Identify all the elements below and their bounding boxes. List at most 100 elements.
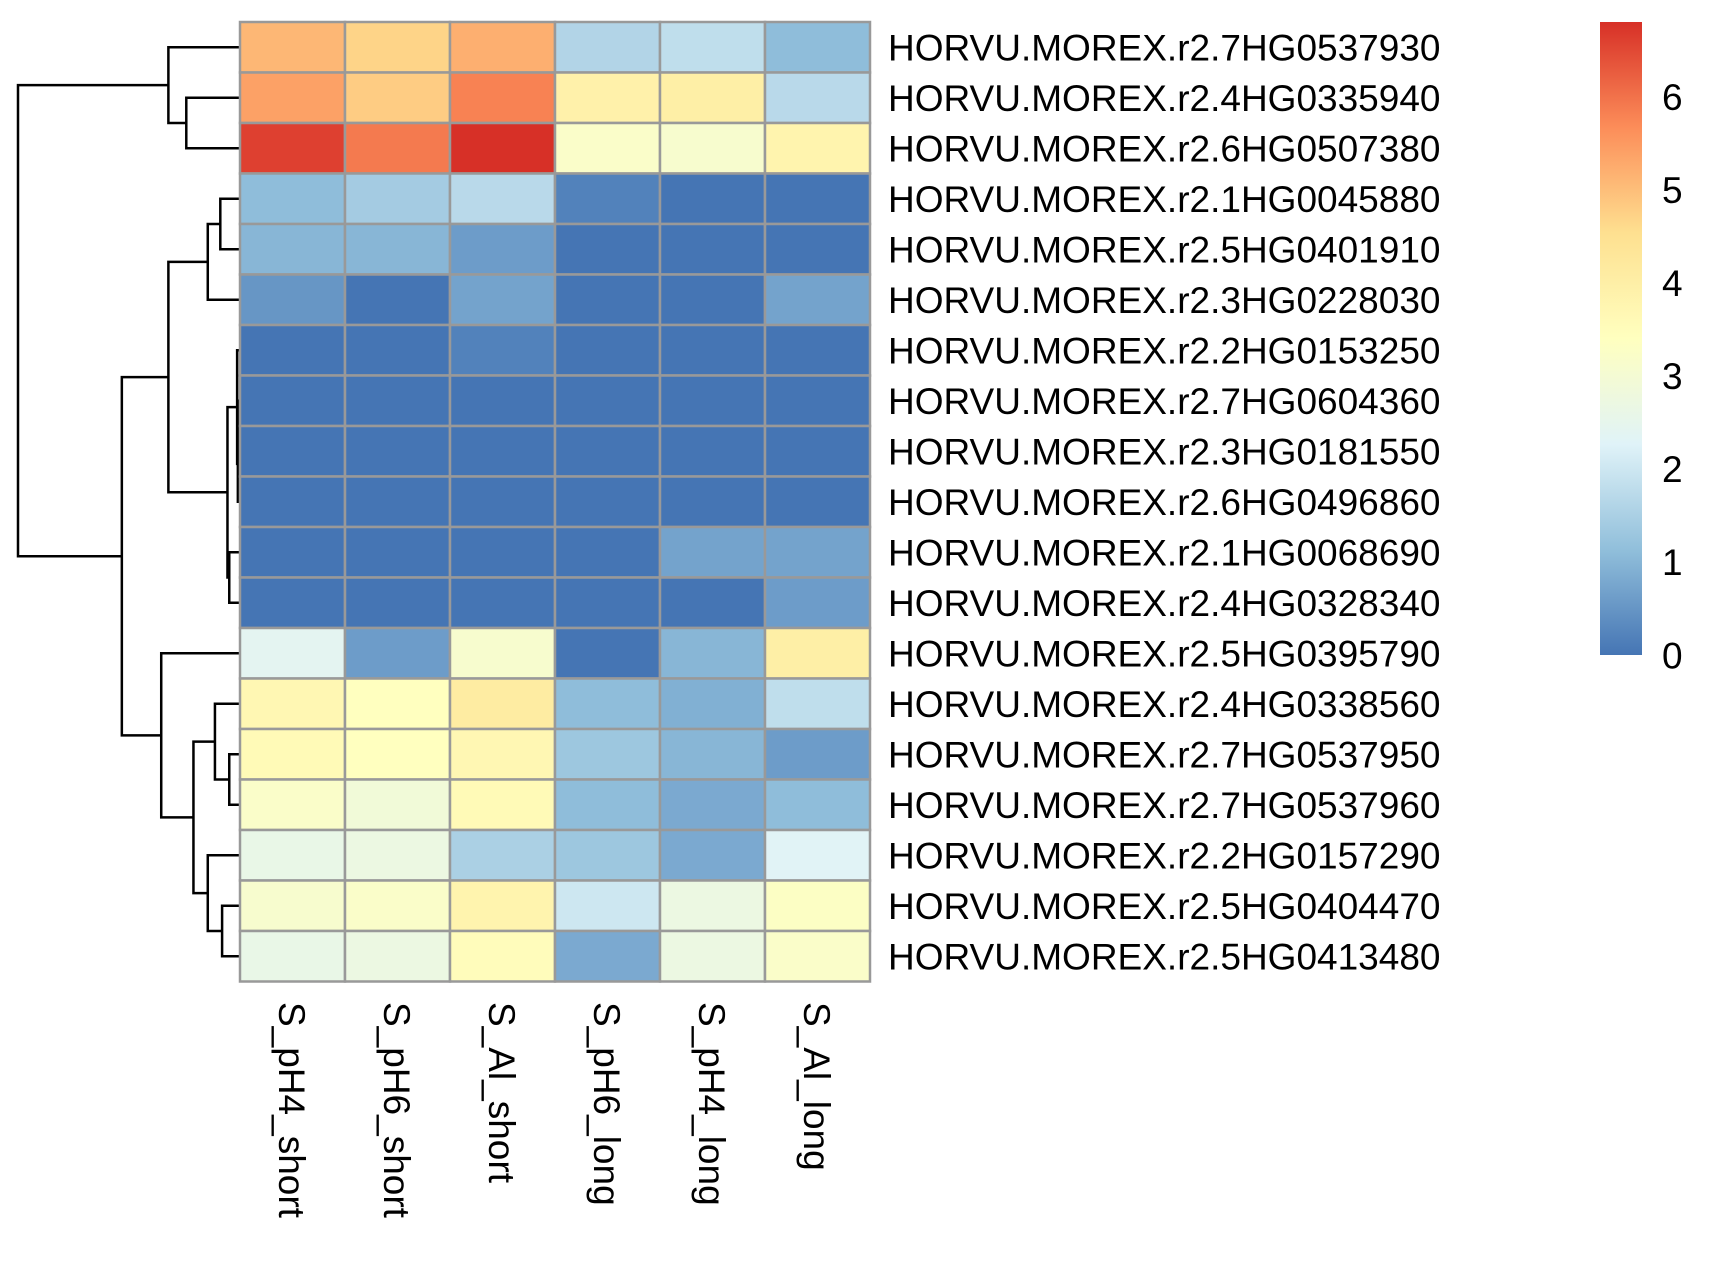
heatmap-cell bbox=[238, 273, 347, 327]
heatmap-cell bbox=[343, 121, 452, 175]
column-label: S_Al_long bbox=[796, 1002, 837, 1171]
heatmap-cell bbox=[763, 828, 872, 882]
heatmap-cell bbox=[343, 475, 452, 529]
heatmap-cell bbox=[448, 424, 557, 478]
heatmap-cell bbox=[763, 71, 872, 125]
dendrogram-branch bbox=[220, 904, 240, 958]
dendrogram-branch bbox=[16, 83, 169, 558]
heatmap-cell bbox=[238, 20, 347, 74]
heatmap-cell bbox=[448, 929, 557, 983]
heatmap-cell bbox=[448, 677, 557, 731]
heatmap-cell bbox=[658, 475, 767, 529]
heatmap-cell bbox=[763, 727, 872, 781]
heatmap-cell bbox=[658, 879, 767, 933]
row-label: HORVU.MOREX.r2.4HG0328340 bbox=[888, 583, 1441, 624]
heatmap-cell bbox=[238, 222, 347, 276]
row-labels: HORVU.MOREX.r2.7HG0537930 HORVU.MOREX.r2.… bbox=[888, 28, 1441, 978]
row-label: HORVU.MOREX.r2.6HG0496860 bbox=[888, 482, 1441, 523]
heatmap-cell bbox=[343, 828, 452, 882]
heatmap-cell bbox=[658, 828, 767, 882]
column-label: S_pH4_short bbox=[271, 1002, 312, 1219]
row-label: HORVU.MOREX.r2.5HG0413480 bbox=[888, 937, 1441, 978]
heatmap-cell bbox=[658, 374, 767, 428]
heatmap-cell bbox=[553, 525, 662, 579]
heatmap-cell bbox=[553, 424, 662, 478]
heatmap-cell bbox=[658, 525, 767, 579]
heatmap-cell bbox=[448, 374, 557, 428]
heatmap-cell bbox=[343, 626, 452, 680]
heatmap-cell bbox=[238, 475, 347, 529]
dendrogram-branch bbox=[192, 740, 215, 895]
heatmap-cell bbox=[763, 677, 872, 731]
heatmap-cell bbox=[448, 475, 557, 529]
dendrogram-branch bbox=[167, 46, 240, 125]
heatmap-cell bbox=[448, 525, 557, 579]
dendrogram-branch bbox=[213, 702, 240, 781]
row-label: HORVU.MOREX.r2.4HG0338560 bbox=[888, 684, 1441, 725]
column-labels: S_pH4_short S_pH6_short S_Al_short S_pH6_lo… bbox=[271, 1002, 837, 1219]
heatmap-cell bbox=[658, 323, 767, 377]
dendrogram-branch bbox=[185, 96, 240, 150]
heatmap-cell bbox=[763, 121, 872, 175]
dendrogram-branch bbox=[206, 222, 240, 301]
heatmap-cell bbox=[448, 273, 557, 327]
heatmap-cell bbox=[658, 121, 767, 175]
heatmap-cell bbox=[448, 20, 557, 74]
legend-tick-label: 1 bbox=[1662, 542, 1683, 583]
heatmap-cell bbox=[343, 273, 452, 327]
legend-tick-label: 3 bbox=[1662, 356, 1683, 397]
heatmap-cells bbox=[238, 20, 872, 983]
heatmap-cell bbox=[238, 121, 347, 175]
row-label: HORVU.MOREX.r2.5HG0395790 bbox=[888, 634, 1441, 675]
legend-tick-label: 5 bbox=[1662, 170, 1683, 211]
row-label: HORVU.MOREX.r2.1HG0045880 bbox=[888, 179, 1441, 220]
heatmap-cell bbox=[343, 525, 452, 579]
heatmap-cell bbox=[448, 626, 557, 680]
row-label: HORVU.MOREX.r2.1HG0068690 bbox=[888, 533, 1441, 574]
heatmap-cell bbox=[658, 576, 767, 630]
row-label: HORVU.MOREX.r2.2HG0153250 bbox=[888, 331, 1441, 372]
heatmap-cell bbox=[343, 778, 452, 832]
heatmap-cell bbox=[658, 273, 767, 327]
heatmap-cell bbox=[238, 929, 347, 983]
heatmap-cell bbox=[238, 172, 347, 226]
heatmap-cell bbox=[448, 727, 557, 781]
heatmap-cell bbox=[448, 71, 557, 125]
row-label: HORVU.MOREX.r2.3HG0228030 bbox=[888, 280, 1441, 321]
heatmap-cell bbox=[238, 778, 347, 832]
row-label: HORVU.MOREX.r2.2HG0157290 bbox=[888, 836, 1441, 877]
column-label: S_Al_short bbox=[481, 1002, 522, 1184]
heatmap-cell bbox=[553, 374, 662, 428]
heatmap-cell bbox=[343, 576, 452, 630]
heatmap-cell bbox=[658, 626, 767, 680]
heatmap-cell bbox=[238, 71, 347, 125]
heatmap-cell bbox=[238, 879, 347, 933]
heatmap-cell bbox=[763, 778, 872, 832]
heatmap-cell bbox=[238, 323, 347, 377]
heatmap-cell bbox=[238, 828, 347, 882]
dendrogram-branch bbox=[228, 551, 240, 604]
row-label: HORVU.MOREX.r2.7HG0537950 bbox=[888, 735, 1441, 776]
row-label: HORVU.MOREX.r2.7HG0537960 bbox=[888, 785, 1441, 826]
dendrogram-branch bbox=[219, 197, 240, 251]
heatmap-cell bbox=[553, 121, 662, 175]
heatmap-cell bbox=[553, 828, 662, 882]
row-label: HORVU.MOREX.r2.6HG0507380 bbox=[888, 129, 1441, 170]
heatmap-cell bbox=[763, 626, 872, 680]
row-dendrogram bbox=[16, 46, 241, 958]
heatmap-cell bbox=[658, 727, 767, 781]
heatmap-cell bbox=[343, 323, 452, 377]
heatmap-cell bbox=[658, 71, 767, 125]
row-label: HORVU.MOREX.r2.4HG0335940 bbox=[888, 78, 1441, 119]
heatmap-cell bbox=[343, 374, 452, 428]
heatmap-cell bbox=[763, 273, 872, 327]
row-label: HORVU.MOREX.r2.5HG0404470 bbox=[888, 886, 1441, 927]
heatmap-cell bbox=[448, 778, 557, 832]
heatmap-cell bbox=[763, 576, 872, 630]
legend-tick-label: 4 bbox=[1662, 263, 1683, 304]
heatmap-cell bbox=[448, 323, 557, 377]
dendrogram-branch bbox=[120, 375, 169, 737]
heatmap-cell bbox=[343, 424, 452, 478]
